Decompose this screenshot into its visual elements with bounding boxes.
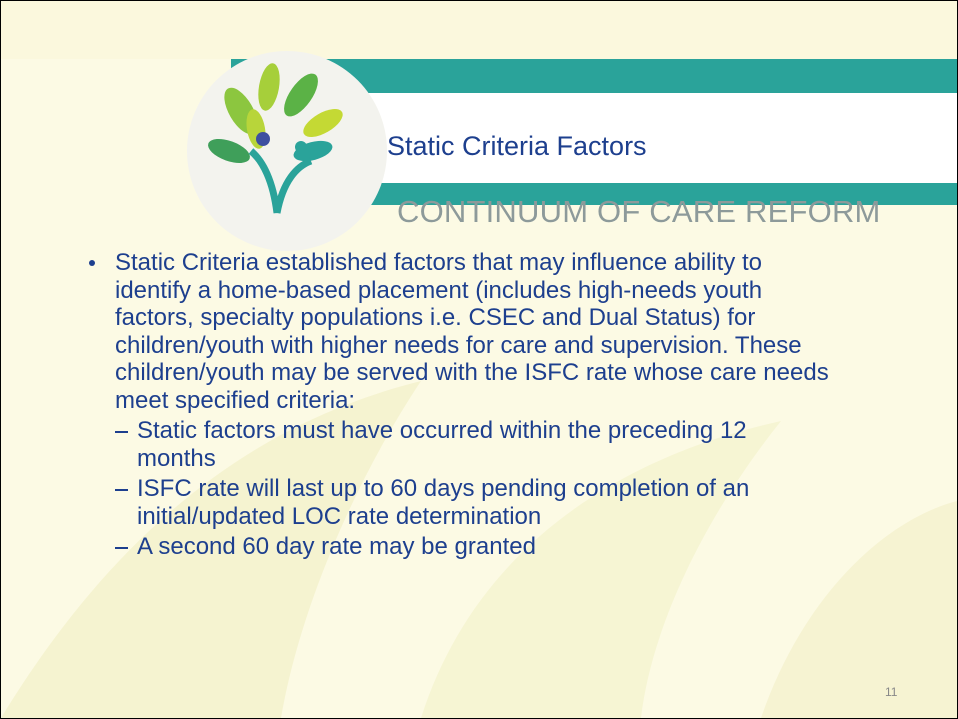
sub-bullet: ISFC rate will last up to 60 days pendin…	[81, 475, 797, 530]
slide: Static Criteria Factors CONTINUUM OF CAR…	[0, 0, 958, 719]
bullet: Static Criteria established factors that…	[81, 249, 841, 414]
sub-bullet: Static factors must have occurred within…	[81, 417, 797, 472]
sub-bullet: A second 60 day rate may be granted	[81, 533, 797, 561]
top-band	[1, 1, 957, 59]
slide-title: Static Criteria Factors	[387, 131, 647, 162]
page-number: 11	[885, 685, 897, 699]
slide-body: Static Criteria established factors that…	[81, 249, 841, 561]
sub-bullet-list: Static factors must have occurred within…	[81, 417, 841, 561]
slide-subtitle: CONTINUUM OF CARE REFORM	[397, 194, 881, 230]
